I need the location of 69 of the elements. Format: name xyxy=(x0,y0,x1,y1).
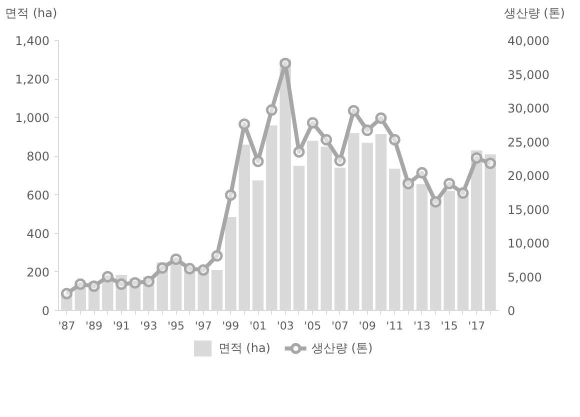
point xyxy=(484,158,496,170)
point xyxy=(306,117,318,129)
point xyxy=(470,152,482,164)
y2-tick-label: 5,000 xyxy=(508,270,542,284)
x-tick-label: '95 xyxy=(168,320,185,332)
x-tick-label: '11 xyxy=(386,320,404,332)
y2-tick-label: 20,000 xyxy=(508,169,550,183)
y2-tick-label: 30,000 xyxy=(508,102,550,116)
y-tick-label: 1,000 xyxy=(15,111,50,126)
point xyxy=(334,154,346,166)
point xyxy=(388,134,400,146)
y2-tick-label: 35,000 xyxy=(508,68,550,82)
point xyxy=(457,187,469,199)
x-tick-label: '97 xyxy=(194,320,212,332)
point xyxy=(102,271,114,282)
point xyxy=(293,146,305,158)
x-tick-label: '05 xyxy=(304,320,322,332)
y-axis-title: 면적 (ha) xyxy=(5,5,58,22)
y2-axis-title: 생산량 (톤) xyxy=(504,5,565,22)
x-tick-label: '91 xyxy=(112,320,130,332)
y-tick-label: 1,400 xyxy=(15,34,50,48)
point xyxy=(224,189,236,201)
point xyxy=(211,250,223,262)
point xyxy=(74,278,86,290)
point xyxy=(142,276,154,288)
y-tick-label: 1,200 xyxy=(15,72,50,87)
point xyxy=(238,118,250,130)
x-tick-label: '03 xyxy=(276,320,294,332)
legend-label: 면적 (ha) xyxy=(218,340,270,356)
x-tick-label: '87 xyxy=(58,320,76,332)
point xyxy=(88,280,100,292)
point xyxy=(60,288,72,300)
point xyxy=(430,196,442,208)
x-tick-label: '09 xyxy=(358,320,376,332)
y-tick-label: 200 xyxy=(26,265,50,280)
point xyxy=(348,104,360,116)
y-tick-label: 400 xyxy=(26,226,50,241)
x-tick-label: '01 xyxy=(249,320,267,332)
y-tick-label: 800 xyxy=(26,150,50,164)
point xyxy=(280,58,292,70)
point xyxy=(184,262,196,274)
point xyxy=(156,262,168,274)
y2-tick-label: 15,000 xyxy=(508,202,550,217)
point xyxy=(266,104,278,116)
point xyxy=(116,278,128,290)
y2-tick-label: 10,000 xyxy=(508,236,550,250)
point xyxy=(402,178,414,190)
legend-label: 생산량 (톤) xyxy=(311,340,373,356)
point xyxy=(320,134,332,146)
point xyxy=(252,156,264,168)
y-tick-label: 0 xyxy=(42,304,50,318)
point xyxy=(198,264,210,276)
point xyxy=(129,277,141,289)
x-tick-label: '07 xyxy=(331,320,349,332)
x-tick-label: '13 xyxy=(413,320,430,332)
y2-tick-label: 0 xyxy=(508,304,516,318)
x-tick-label: '89 xyxy=(86,320,103,332)
point xyxy=(170,253,182,265)
point xyxy=(416,167,428,179)
y-tick-label: 600 xyxy=(26,188,50,202)
y2-tick-label: 40,000 xyxy=(508,34,550,48)
point xyxy=(375,112,387,124)
x-tick-label: '15 xyxy=(440,320,458,332)
point xyxy=(444,178,456,190)
x-tick-label: '17 xyxy=(468,320,486,332)
x-tick-label: '93 xyxy=(140,320,158,332)
x-tick-label: '99 xyxy=(222,320,240,332)
y2-tick-label: 25,000 xyxy=(508,135,550,150)
point xyxy=(362,124,374,136)
